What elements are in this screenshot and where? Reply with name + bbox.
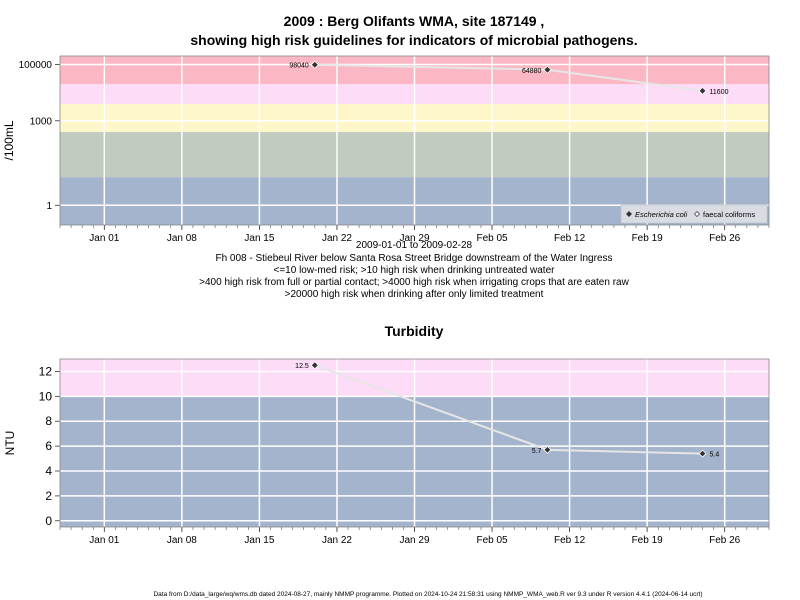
turbidity-title: Turbidity	[385, 323, 444, 339]
y-tick-label: 4	[45, 464, 52, 478]
x-tick-label: Jan 08	[167, 233, 197, 244]
x-tick-label: Jan 15	[244, 233, 274, 244]
legend-marker	[694, 211, 700, 217]
chart-title-line2: showing high risk guidelines for indicat…	[190, 32, 637, 48]
x-tick-label: Jan 29	[399, 535, 429, 546]
plot-border	[59, 358, 770, 528]
y-tick-label: 6	[45, 439, 52, 453]
x-tick-label: Feb 05	[476, 535, 508, 546]
data-label: 98040	[289, 63, 309, 70]
y-tick-label: 2	[45, 489, 52, 503]
y-axis-label: /100mL	[2, 120, 16, 160]
x-tick-label: Feb 19	[632, 233, 664, 244]
x-tick-label: Jan 01	[89, 233, 119, 244]
turbidity-chart-panel: Jan 01 Jan 08 Jan 15 Jan 22 Jan 29 Feb 05 Feb …	[3, 358, 770, 546]
data-label: 11600	[710, 89, 729, 96]
x-tick-label: Jan 22	[322, 535, 352, 546]
x-tick-label: Feb 12	[554, 233, 586, 244]
plot-border	[59, 55, 770, 226]
x-tick-label: Jan 15	[244, 535, 274, 546]
x-tick-label: Feb 05	[476, 233, 508, 244]
data-point	[543, 445, 552, 454]
y-axis-label: NTU	[3, 431, 17, 456]
x-tick-label: Feb 26	[709, 535, 741, 546]
footer-note: Data from D:/data_large/wq/wms.db dated …	[153, 591, 702, 598]
data-point	[310, 60, 319, 69]
legend-marker	[626, 211, 632, 217]
x-tick-label: Jan 08	[167, 535, 197, 546]
x-tick-label: Jan 22	[322, 233, 352, 244]
data-point	[698, 449, 707, 458]
guideline-note-1: <=10 low-med risk; >10 high risk when dr…	[274, 265, 556, 276]
data-point	[543, 65, 552, 74]
x-tick-label: Jan 29	[399, 233, 429, 244]
x-tick-label: Feb 19	[632, 535, 664, 546]
x-tick-label: Feb 26	[709, 233, 741, 244]
legend-label: Escherichia coli	[635, 210, 687, 219]
guideline-note-2: >400 high risk from full or partial cont…	[199, 277, 629, 288]
y-tick-label: 0	[45, 514, 52, 528]
y-tick-label: 8	[45, 414, 52, 428]
data-point	[698, 86, 707, 95]
y-tick-label: 100000	[19, 60, 53, 71]
legend-box	[620, 204, 768, 224]
microbial-chart-panel: Jan 01 Jan 08 Jan 15 Jan 22 Jan 29 Feb 05 Feb …	[2, 55, 770, 244]
guideline-note-3: >20000 high risk when drinking after onl…	[285, 289, 544, 300]
y-tick-label: 10	[39, 389, 53, 403]
date-range-label: 2009-01-01 to 2009-02-28	[356, 240, 473, 251]
data-label: 12.5	[295, 363, 309, 370]
data-point	[310, 361, 319, 370]
chart-title-line1: 2009 : Berg Olifants WMA, site 187149 ,	[284, 13, 545, 29]
y-tick-label: 1000	[30, 116, 53, 127]
data-label: 5.4	[710, 452, 720, 459]
y-tick-label: 1	[46, 201, 52, 212]
y-tick-label: 12	[39, 364, 53, 378]
site-description: Fh 008 - Stiebeul River below Santa Rosa…	[215, 253, 612, 264]
legend-label: faecal coliforms	[703, 210, 755, 219]
x-tick-label: Feb 12	[554, 535, 586, 546]
data-label: 64880	[522, 68, 542, 75]
data-label: 5.7	[532, 448, 542, 455]
x-tick-label: Jan 01	[89, 535, 119, 546]
